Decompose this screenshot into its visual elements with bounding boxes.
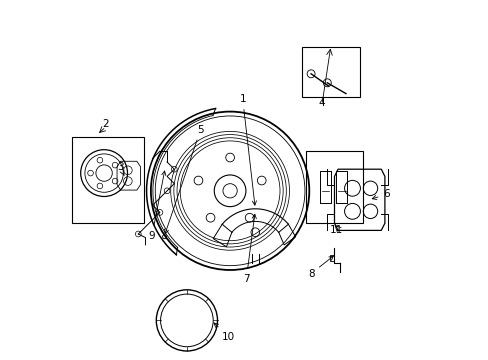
Bar — [302, 47, 359, 97]
Text: 3: 3 — [117, 162, 124, 175]
Text: 2: 2 — [102, 119, 109, 129]
Text: 6: 6 — [371, 189, 389, 199]
Text: 5: 5 — [164, 125, 203, 234]
Bar — [72, 137, 143, 223]
Text: 1: 1 — [239, 94, 256, 205]
Text: 11: 11 — [329, 225, 342, 235]
Text: 7: 7 — [243, 214, 256, 284]
Bar — [305, 151, 363, 223]
Text: 10: 10 — [214, 323, 234, 342]
Text: 8: 8 — [307, 256, 333, 279]
Bar — [329, 255, 334, 261]
Text: 9: 9 — [148, 171, 165, 241]
Text: 4: 4 — [318, 98, 325, 108]
